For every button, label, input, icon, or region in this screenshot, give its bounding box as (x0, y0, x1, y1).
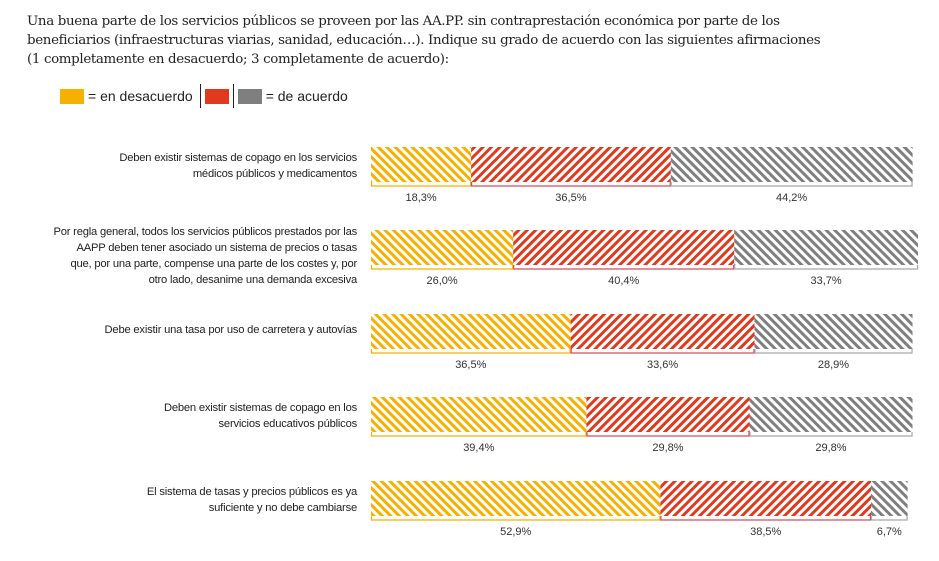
bar-bracket (670, 182, 913, 187)
row-label-line: Por regla general, todos los servicios p… (53, 226, 357, 238)
row-label-line: suficiente y no debe cambiarse (208, 502, 357, 514)
bar-bracket (513, 265, 735, 270)
legend-swatch-disagree (60, 88, 84, 104)
bar-segment-agree (749, 397, 913, 432)
data-label: 40,4% (608, 275, 639, 287)
bar-segment-disagree (371, 147, 472, 182)
question-text: Una buena parte de los servicios público… (27, 12, 827, 69)
data-label: 38,5% (750, 526, 781, 538)
bar-segment-agree (754, 314, 913, 349)
question-line-2: beneficiarios (infraestructuras viarias,… (27, 33, 821, 48)
data-label: 6,7% (877, 526, 902, 538)
data-label: 44,2% (776, 192, 807, 204)
bar-segment-neutral (586, 397, 750, 432)
legend-label-agree: = de acuerdo (265, 88, 348, 104)
legend-separator (232, 84, 234, 108)
row-label: El sistema de tasas y precios públicos e… (147, 484, 357, 516)
bar-segment-agree (734, 230, 918, 265)
bar-segment-neutral (660, 481, 871, 516)
bar-segment-disagree (371, 230, 514, 265)
question-line-3: (1 completamente en desacuerdo; 3 comple… (27, 52, 449, 67)
bar-bracket (370, 265, 514, 270)
row-label-line: médicos públicos y medicamentos (192, 168, 357, 180)
row-label: Debe existir una tasa por uso de carrete… (104, 322, 358, 338)
row-label-line: El sistema de tasas y precios públicos e… (146, 486, 357, 498)
bar-bracket (660, 516, 872, 521)
bar-bracket (734, 265, 919, 270)
bar-segment-agree (871, 481, 908, 516)
data-label: 36,5% (455, 359, 486, 371)
bar-segment-agree (670, 147, 913, 182)
bar-bracket (749, 432, 913, 437)
bar-bracket (370, 432, 587, 437)
bar-segment-neutral (513, 230, 735, 265)
row-label-line: Deben existir sistemas de copago en los (163, 402, 357, 414)
row-label-line: AAPP deben tener asociado un sistema de … (76, 242, 358, 254)
data-label: 26,0% (426, 275, 457, 287)
bar-segment-disagree (371, 314, 571, 349)
row-label-line: otro lado, desanime una demanda excesiva (148, 274, 358, 286)
row-label: Deben existir sistemas de copago en los … (119, 150, 357, 182)
row-label: Deben existir sistemas de copago en los s… (164, 400, 357, 432)
row-label-line: servicios educativos públicos (218, 418, 358, 430)
question-line-1: Una buena parte de los servicios público… (27, 14, 780, 29)
bar-segment-disagree (371, 397, 587, 432)
bar-segment-neutral (471, 147, 671, 182)
data-label: 29,8% (815, 442, 846, 454)
legend-separator (199, 84, 201, 108)
row-label-line: Debe existir una tasa por uso de carrete… (104, 324, 358, 336)
data-label: 18,3% (405, 192, 436, 204)
chart-legend: = en desacuerdo = de acuerdo (60, 84, 351, 108)
data-label: 36,5% (555, 192, 586, 204)
bar-bracket (870, 516, 908, 521)
legend-label-disagree: = en desacuerdo (88, 88, 193, 104)
bar-bracket (370, 516, 661, 521)
bar-bracket (586, 432, 750, 437)
data-label: 39,4% (463, 442, 494, 454)
bar-bracket (370, 349, 571, 354)
legend-swatch-neutral (204, 88, 229, 104)
row-label: Por regla general, todos los servicios p… (53, 224, 357, 288)
row-label-line: Deben existir sistemas de copago en los … (119, 152, 357, 164)
data-label: 33,7% (810, 275, 841, 287)
bar-bracket (471, 182, 671, 187)
legend-swatch-agree (237, 88, 262, 104)
data-label: 33,6% (647, 359, 678, 371)
row-label-line: que, por una parte, compense una parte d… (70, 258, 357, 270)
bar-segment-disagree (371, 481, 661, 516)
bar-segment-neutral (570, 314, 755, 349)
data-label: 28,9% (818, 359, 849, 371)
bar-bracket (370, 182, 472, 187)
bar-bracket (754, 349, 913, 354)
data-label: 52,9% (500, 526, 531, 538)
bar-bracket (570, 349, 755, 354)
data-label: 29,8% (652, 442, 683, 454)
